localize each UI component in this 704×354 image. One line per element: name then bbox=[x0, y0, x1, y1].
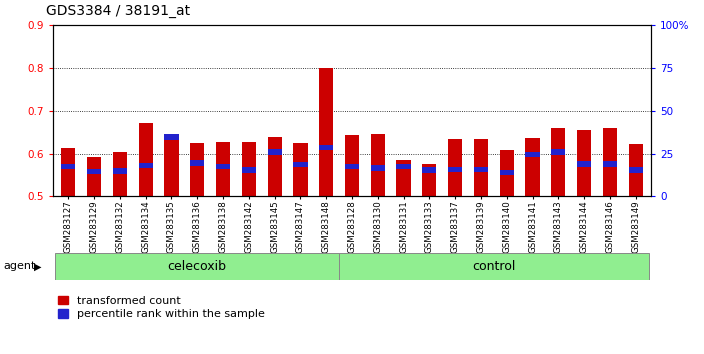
Bar bbox=[216, 164, 230, 169]
Bar bbox=[525, 138, 540, 196]
Bar bbox=[474, 167, 488, 172]
Bar bbox=[577, 130, 591, 196]
Bar bbox=[396, 160, 410, 196]
Bar bbox=[603, 161, 617, 167]
Text: ▶: ▶ bbox=[34, 261, 42, 272]
Bar bbox=[139, 163, 153, 169]
Bar bbox=[61, 148, 75, 196]
Bar bbox=[87, 169, 101, 175]
Bar bbox=[551, 149, 565, 155]
Bar bbox=[345, 135, 359, 196]
Bar bbox=[319, 145, 333, 150]
Bar bbox=[422, 164, 436, 196]
Bar bbox=[294, 143, 308, 196]
Bar bbox=[551, 128, 565, 196]
Bar bbox=[629, 144, 643, 196]
Bar bbox=[268, 137, 282, 196]
Bar bbox=[241, 167, 256, 173]
Bar bbox=[629, 167, 643, 173]
Bar bbox=[345, 164, 359, 169]
Bar bbox=[448, 139, 463, 196]
Bar bbox=[190, 143, 204, 196]
Bar bbox=[319, 68, 333, 196]
Bar bbox=[190, 160, 204, 166]
Bar bbox=[164, 135, 179, 140]
Bar bbox=[500, 170, 514, 175]
Text: agent: agent bbox=[4, 261, 36, 272]
Bar bbox=[241, 142, 256, 196]
Bar bbox=[577, 161, 591, 167]
Bar bbox=[294, 162, 308, 167]
Bar bbox=[216, 142, 230, 196]
Bar bbox=[448, 167, 463, 172]
Bar bbox=[113, 168, 127, 173]
Bar bbox=[61, 164, 75, 169]
Text: GDS3384 / 38191_at: GDS3384 / 38191_at bbox=[46, 4, 190, 18]
Bar bbox=[422, 167, 436, 173]
Bar bbox=[603, 128, 617, 196]
Bar bbox=[268, 149, 282, 155]
Bar bbox=[396, 164, 410, 169]
Bar bbox=[139, 122, 153, 196]
Bar bbox=[474, 138, 488, 196]
Text: celecoxib: celecoxib bbox=[168, 260, 227, 273]
Bar bbox=[371, 134, 385, 196]
Bar bbox=[339, 253, 648, 280]
Bar bbox=[164, 137, 179, 196]
Bar bbox=[87, 157, 101, 196]
Text: control: control bbox=[472, 260, 515, 273]
Bar bbox=[525, 152, 540, 157]
Bar bbox=[56, 253, 339, 280]
Legend: transformed count, percentile rank within the sample: transformed count, percentile rank withi… bbox=[58, 296, 265, 319]
Bar bbox=[113, 152, 127, 196]
Bar bbox=[500, 150, 514, 196]
Bar bbox=[371, 165, 385, 171]
